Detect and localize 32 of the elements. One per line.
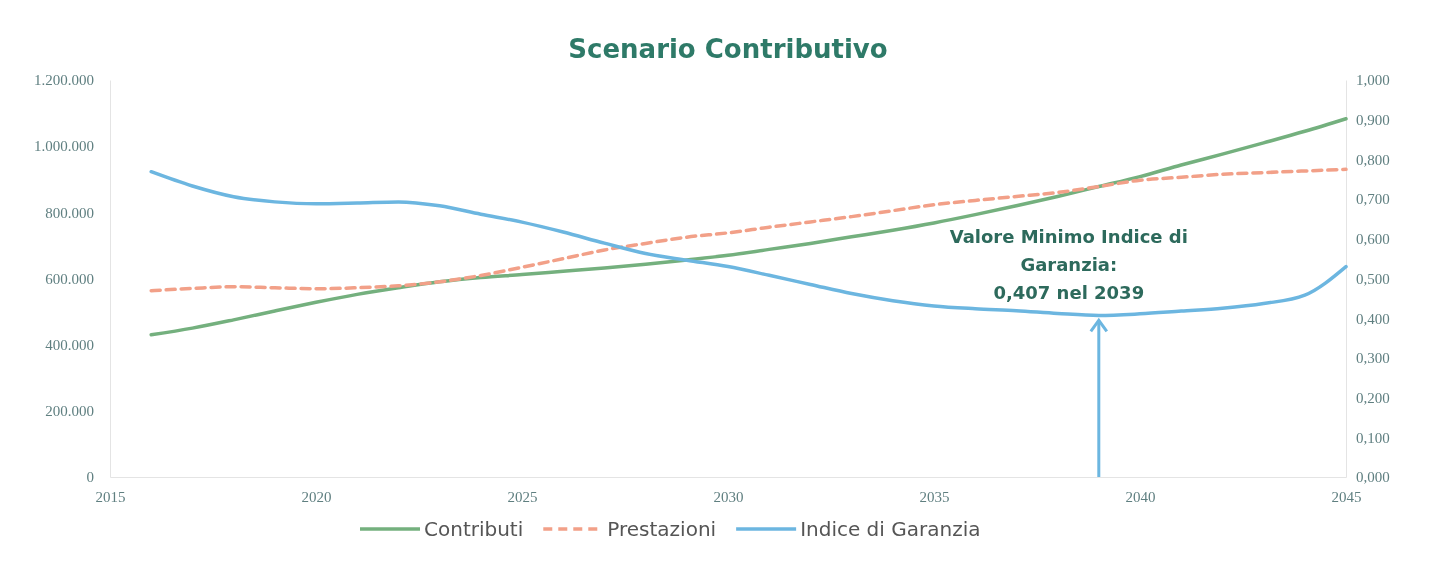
y2-tick-label: 0,800 [1356, 151, 1390, 168]
y-tick-label: 1.200.000 [34, 72, 94, 89]
y2-tick-label: 0,000 [1356, 469, 1390, 486]
y2-tick-label: 0,700 [1356, 191, 1390, 208]
y-tick-label: 1.000.000 [34, 138, 94, 155]
x-tick-label: 2035 [919, 488, 950, 505]
x-tick-label: 2015 [95, 488, 126, 505]
line-series [149, 116, 1348, 337]
y2-tick-label: 1,000 [1356, 72, 1390, 89]
y-tick-label: 200.000 [45, 403, 94, 420]
legend-label: Contributi [424, 517, 524, 541]
legend-label: Prestazioni [607, 517, 717, 541]
y2-tick-label: 0,900 [1356, 112, 1390, 128]
y-tick-label: 600.000 [45, 270, 94, 287]
y-tick-label: 0 [86, 469, 94, 486]
y2-tick-label: 0,600 [1356, 231, 1390, 248]
x-tick-label: 2030 [713, 488, 744, 505]
y2-tick-label: 0,200 [1356, 389, 1390, 406]
x-tick-label: 2045 [1331, 488, 1362, 505]
x-tick-label: 2020 [301, 488, 332, 505]
y2-tick-label: 0,300 [1356, 350, 1390, 367]
chart-title: Scenario Contributivo [568, 34, 888, 64]
y2-tick-label: 0,100 [1356, 429, 1390, 446]
x-tick-label: 2025 [507, 488, 538, 505]
y-tick-label: 800.000 [45, 204, 94, 221]
legend-label: Indice di Garanzia [800, 517, 981, 541]
y2-tick-label: 0,500 [1356, 270, 1390, 287]
y2-tick-label: 0,400 [1356, 310, 1390, 327]
line-series [149, 169, 1348, 318]
x-tick-label: 2040 [1125, 488, 1156, 505]
y-tick-label: 400.000 [45, 336, 94, 353]
annotation: Valore Minimo Indice di Garanzia: 0,407 nel 2039 [949, 226, 1188, 304]
